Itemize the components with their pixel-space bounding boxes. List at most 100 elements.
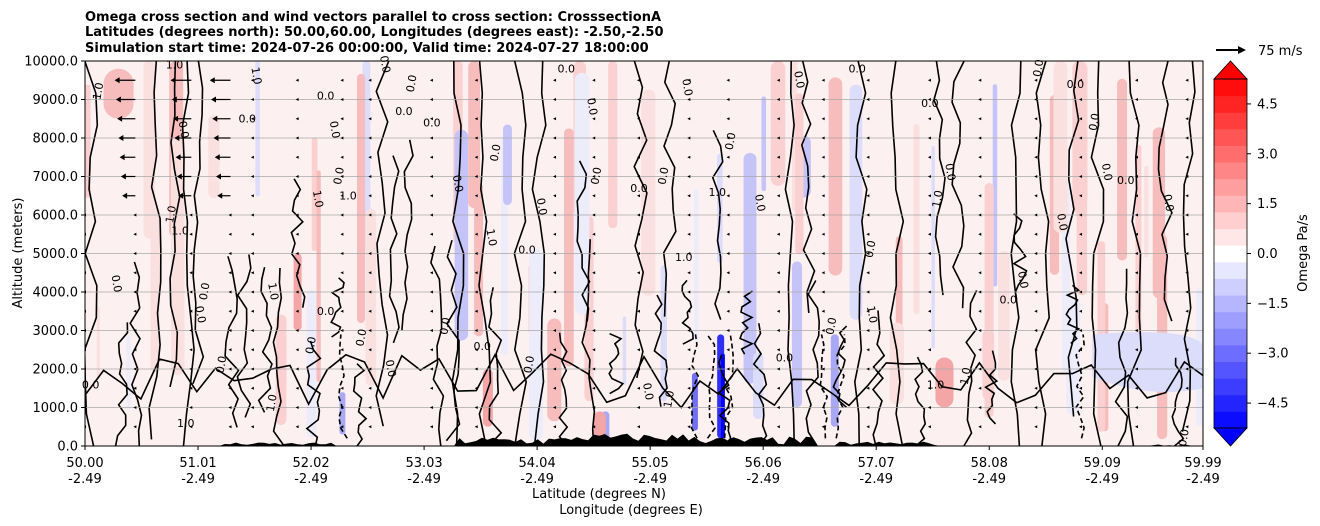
contour-label: 0.0: [197, 282, 213, 301]
contour-label: 0.0: [791, 70, 807, 89]
wind-vector-head: [978, 78, 982, 82]
wind-vector-head: [250, 98, 254, 101]
x-tick-label-longitude: -2.49: [1085, 472, 1119, 487]
wind-vector-head: [553, 78, 557, 82]
wind-vector-head: [1134, 309, 1138, 313]
contour-label: 0.0: [317, 305, 335, 318]
wind-vector-head: [474, 367, 478, 371]
wind-vector-head: [726, 136, 730, 140]
wind-vector-head: [1185, 425, 1189, 429]
wind-vector-head: [1079, 98, 1083, 101]
title-line-3: Simulation start time: 2024-07-26 00:00:…: [85, 41, 649, 56]
wind-vector-head: [821, 213, 825, 217]
wind-vector-head: [726, 213, 730, 217]
contour-line-zero: [129, 261, 143, 446]
wind-vector-head: [1034, 117, 1038, 121]
wind-vector-head: [978, 155, 982, 159]
contour-line-zero: [581, 239, 596, 446]
wind-vector-head: [866, 309, 870, 313]
wind-vector-head: [866, 78, 870, 82]
wind-vector-head: [250, 175, 254, 178]
wind-vector-head: [1185, 406, 1189, 409]
wind-vector-head: [553, 175, 557, 178]
wind-vector-head: [726, 367, 730, 371]
contour-label: 1.0: [709, 186, 727, 199]
contour-line-zero: [224, 256, 240, 428]
wind-vector-head: [368, 329, 372, 332]
wind-vector-head: [821, 367, 825, 371]
omega-fill-streak: [529, 249, 543, 441]
wind-vector-head: [978, 175, 982, 178]
wind-vector-head: [368, 213, 372, 217]
wind-vector-head: [978, 98, 982, 101]
contour-line-zero: [951, 61, 965, 309]
wind-vector-head: [1134, 194, 1138, 198]
wind-vector-head: [553, 425, 557, 429]
wind-vector-head: [866, 117, 870, 121]
colorbar-segment: [1214, 378, 1247, 396]
wind-vector-head: [1134, 155, 1138, 159]
wind-vector-head: [217, 192, 223, 199]
wind-vector-head: [133, 213, 137, 217]
wind-vector-head: [474, 194, 478, 198]
wind-vector-head: [1034, 425, 1038, 429]
wind-vector-head: [553, 367, 557, 371]
wind-vector-head: [250, 386, 254, 390]
wind-vector-head: [213, 135, 219, 141]
wind-vector-head: [1034, 367, 1038, 371]
y-tick-label: 6000.0: [33, 209, 79, 224]
wind-vector-head: [1185, 329, 1189, 332]
contour-line-zero: [717, 354, 732, 446]
wind-vector-head: [189, 290, 193, 294]
wind-vector-head: [687, 367, 691, 371]
wind-vector-head: [340, 155, 344, 159]
contour-label: 0.0: [1067, 78, 1085, 91]
wind-vector-head: [1185, 386, 1189, 390]
contour-line-zero: [711, 129, 724, 320]
wind-vector-head: [776, 271, 780, 275]
wind-vector-head: [368, 98, 372, 101]
wind-vector-head: [636, 386, 640, 390]
x-tick-label-longitude: -2.49: [1186, 472, 1220, 487]
wind-vector-head: [1134, 406, 1138, 409]
wind-vector-head: [250, 406, 254, 409]
wind-vector-head: [927, 271, 931, 275]
colorbar-segment: [1214, 344, 1247, 363]
contour-line-zero: [192, 61, 205, 385]
x-tick-label-latitude: 56.06: [745, 456, 782, 471]
wind-vector-head: [726, 78, 730, 82]
wind-vector-head: [592, 232, 596, 236]
x-tick-label-longitude: -2.49: [633, 472, 667, 487]
wind-vector-head: [1034, 329, 1038, 332]
contour-label: 1.0: [675, 251, 693, 264]
contour-line-negative: [690, 334, 700, 439]
x-tick-label-longitude: -2.49: [181, 472, 215, 487]
wind-vector-head: [636, 155, 640, 159]
contour-label: 0.0: [921, 97, 939, 110]
wind-vector-head: [687, 117, 691, 121]
contour-label: 0.0: [109, 274, 125, 293]
wind-vector-head: [553, 406, 557, 409]
wind-vector-head: [821, 425, 825, 429]
wind-vector-head: [209, 77, 215, 84]
contour-line-zero: [984, 350, 999, 425]
wind-vector-head: [1079, 213, 1083, 217]
wind-vector-head: [474, 175, 478, 178]
wind-vector-head: [474, 290, 478, 294]
contour-line-zero: [148, 61, 162, 440]
wind-vector-head: [295, 98, 299, 101]
wind-vector-head: [429, 348, 433, 352]
wind-vector-head: [250, 194, 254, 198]
wind-vector-head: [228, 386, 232, 390]
wind-vector-head: [687, 194, 691, 198]
x-tick-label-longitude: -2.49: [294, 472, 328, 487]
vector-key-arrow-head: [1238, 46, 1246, 54]
wind-vector-head: [174, 135, 180, 141]
wind-vector-head: [687, 175, 691, 178]
contour-label: 0.0: [1000, 294, 1018, 307]
wind-vector-head: [214, 154, 220, 161]
wind-vector-head: [1134, 367, 1138, 371]
wind-vector-head: [927, 175, 931, 178]
wind-vector-head: [726, 425, 730, 429]
wind-vector-head: [340, 290, 344, 294]
